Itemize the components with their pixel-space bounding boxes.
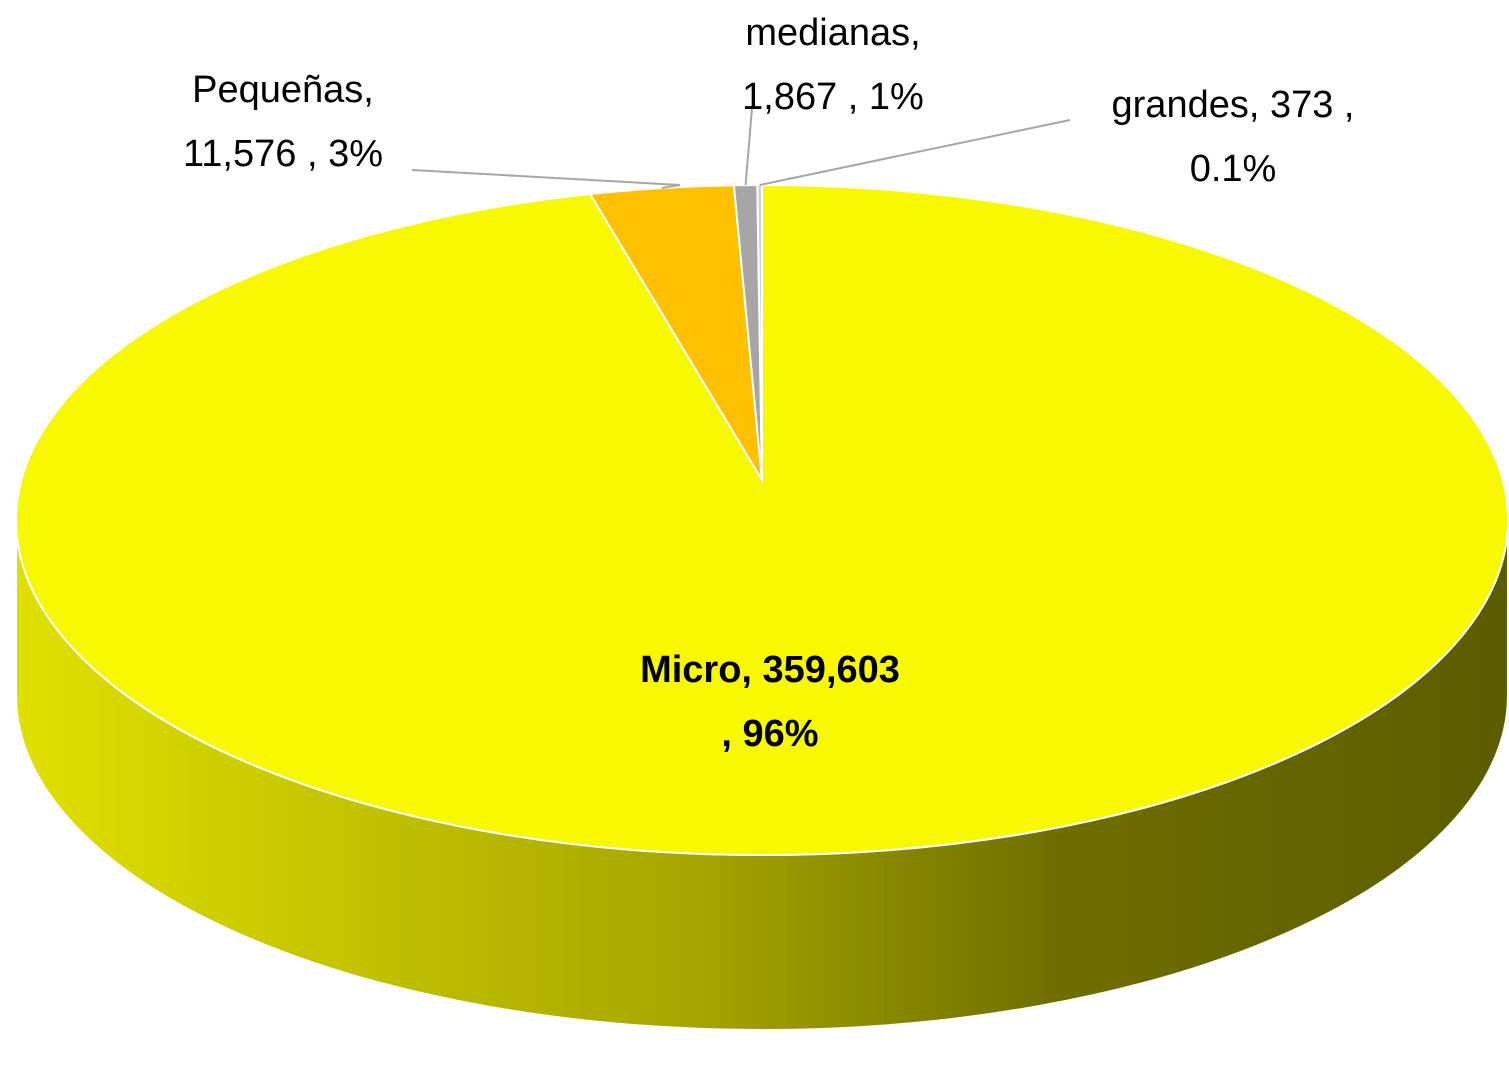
- data-label-line: 11,576 , 3%: [183, 133, 383, 175]
- data-label: Micro, 359,603 , 96%: [640, 649, 900, 755]
- data-label-line: , 96%: [721, 713, 818, 755]
- data-label: Pequeñas, 11,576 , 3%: [183, 69, 383, 175]
- data-label-line: Micro, 359,603: [640, 649, 900, 691]
- pie-slice: [14, 183, 1509, 856]
- data-label-line: 1,867 , 1%: [742, 76, 924, 118]
- data-label-line: 0.1%: [1190, 148, 1277, 190]
- data-label-line: Pequeñas,: [192, 69, 374, 111]
- leader-line: [411, 169, 681, 190]
- data-label: medianas, 1,867 , 1%: [742, 12, 924, 118]
- leader-line: [744, 107, 753, 186]
- leader-line: [759, 119, 1071, 186]
- data-label-line: grandes, 373 ,: [1112, 84, 1355, 126]
- data-label: grandes, 373 , 0.1%: [1112, 84, 1355, 190]
- data-label-line: medianas,: [745, 12, 920, 54]
